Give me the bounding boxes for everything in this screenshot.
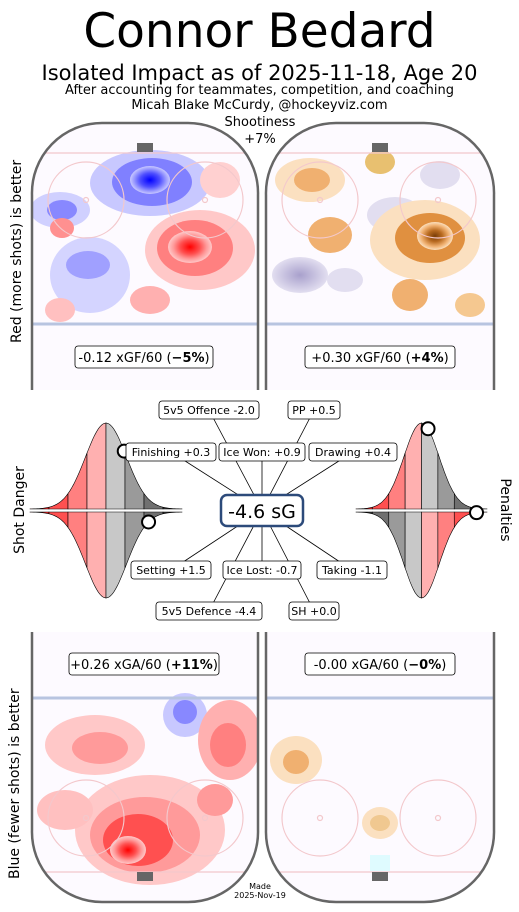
rink-5v5-defence	[30, 632, 260, 904]
component-label-text: 5v5 Defence -4.4	[162, 605, 257, 618]
component-label: 5v5 Defence -4.4	[155, 601, 263, 621]
distribution-band	[421, 511, 439, 599]
distribution-band	[372, 492, 390, 510]
component-label: 5v5 Offence -2.0	[158, 400, 260, 420]
component-label-text: SH +0.0	[291, 605, 336, 618]
component-label-text: Taking -1.1	[321, 564, 382, 577]
distribution-band	[162, 511, 183, 515]
panel-value-text: -0.00 xGA/60 (−0%)	[314, 658, 447, 673]
distribution-band	[355, 511, 373, 515]
component-label: Ice Lost: -0.7	[222, 560, 302, 580]
distribution-band	[86, 422, 107, 510]
component-label-text: Ice Won: +0.9	[223, 446, 300, 459]
label-penalties: Penalties	[497, 478, 513, 542]
heatmap-5v5-defence	[37, 693, 259, 885]
distribution-band	[355, 506, 373, 510]
distribution-marker	[420, 421, 436, 437]
component-label: PP +0.5	[287, 400, 341, 420]
heatmap-sh-defence	[270, 736, 398, 871]
distribution-band	[29, 506, 50, 510]
panel-value-label: +0.30 xGF/60 (+4%)	[304, 345, 456, 369]
panel-value-label: -0.00 xGA/60 (−0%)	[304, 652, 456, 676]
made-label: Made	[249, 882, 271, 891]
component-label: Ice Won: +0.9	[218, 442, 306, 462]
component-label-text: Ice Lost: -0.7	[227, 564, 298, 577]
heatmap-5v5-offence	[31, 150, 255, 322]
label-shot-danger: Shot Danger	[12, 466, 28, 554]
distribution-marker	[141, 514, 157, 530]
panel-value-label: -0.12 xGF/60 (−5%)	[74, 345, 214, 369]
distribution-band	[124, 511, 145, 569]
total-value: -4.6 sG	[228, 501, 296, 523]
rink-sh-defence	[264, 632, 496, 904]
distribution-band	[404, 422, 422, 510]
distribution-marker	[469, 505, 485, 521]
made-date-value: 2025-Nov-19	[234, 891, 286, 900]
panel-label-layer: -0.12 xGF/60 (−5%) +0.30 xGF/60 (+4%) +0.2…	[68, 345, 456, 676]
distribution-band	[372, 511, 390, 529]
panel-value-label: +0.26 xGA/60 (+11%)	[68, 652, 220, 676]
distribution-band	[67, 452, 88, 510]
component-label: Setting +1.5	[130, 560, 212, 580]
component-label-layer: 5v5 Offence -2.0 PP +0.5 Finishing +0.3 Ice…	[125, 400, 398, 621]
component-label-text: PP +0.5	[292, 404, 335, 417]
component-label-text: Setting +1.5	[136, 564, 206, 577]
component-label-text: Drawing +0.4	[315, 446, 391, 459]
heatmap-pp-offence	[272, 150, 485, 317]
distribution-band	[67, 511, 88, 569]
made-date: Made 2025-Nov-19	[220, 882, 300, 900]
panel-value-text: +0.30 xGF/60 (+4%)	[311, 351, 448, 366]
total-box: -4.6 sG	[219, 493, 305, 528]
distribution-band	[453, 511, 471, 529]
panel-value-text: -0.12 xGF/60 (−5%)	[78, 351, 209, 366]
label-red-better: Red (more shots) is better	[9, 159, 25, 343]
rink-5v5-offence	[30, 121, 260, 390]
component-label: SH +0.0	[288, 601, 340, 621]
distribution-band	[437, 511, 455, 569]
distribution-band	[143, 492, 164, 510]
page-title: Connor Bedard	[83, 4, 436, 59]
author-credit: Micah Blake McCurdy, @hockeyviz.com	[131, 98, 388, 113]
distribution-band	[453, 492, 471, 510]
component-label-text: Finishing +0.3	[132, 446, 211, 459]
distribution-band	[437, 452, 455, 510]
distribution-band	[162, 506, 183, 510]
page-subtitle: Isolated Impact as of 2025-11-18, Age 20	[41, 61, 478, 85]
panel-value-text: +0.26 xGA/60 (+11%)	[70, 658, 218, 673]
shootiness-label: Shootiness	[224, 115, 296, 130]
distribution-band	[388, 511, 406, 569]
label-blue-better: Blue (fewer shots) is better	[7, 688, 23, 879]
distribution-band	[105, 422, 126, 510]
rink-pp-offence	[264, 121, 496, 390]
distribution-band	[48, 511, 69, 529]
distribution-band	[86, 511, 107, 599]
shootiness-value: +7%	[244, 132, 276, 147]
methodology-note: After accounting for teammates, competit…	[65, 83, 454, 98]
distribution-band	[105, 511, 126, 599]
distribution-band	[29, 511, 50, 515]
distribution-band	[48, 492, 69, 510]
component-label: Drawing +0.4	[308, 442, 398, 462]
distribution-layer	[29, 421, 488, 599]
component-label: Taking -1.1	[316, 560, 388, 580]
component-label-text: 5v5 Offence -2.0	[163, 404, 255, 417]
distribution-band	[404, 511, 422, 599]
component-label: Finishing +0.3	[125, 442, 217, 462]
